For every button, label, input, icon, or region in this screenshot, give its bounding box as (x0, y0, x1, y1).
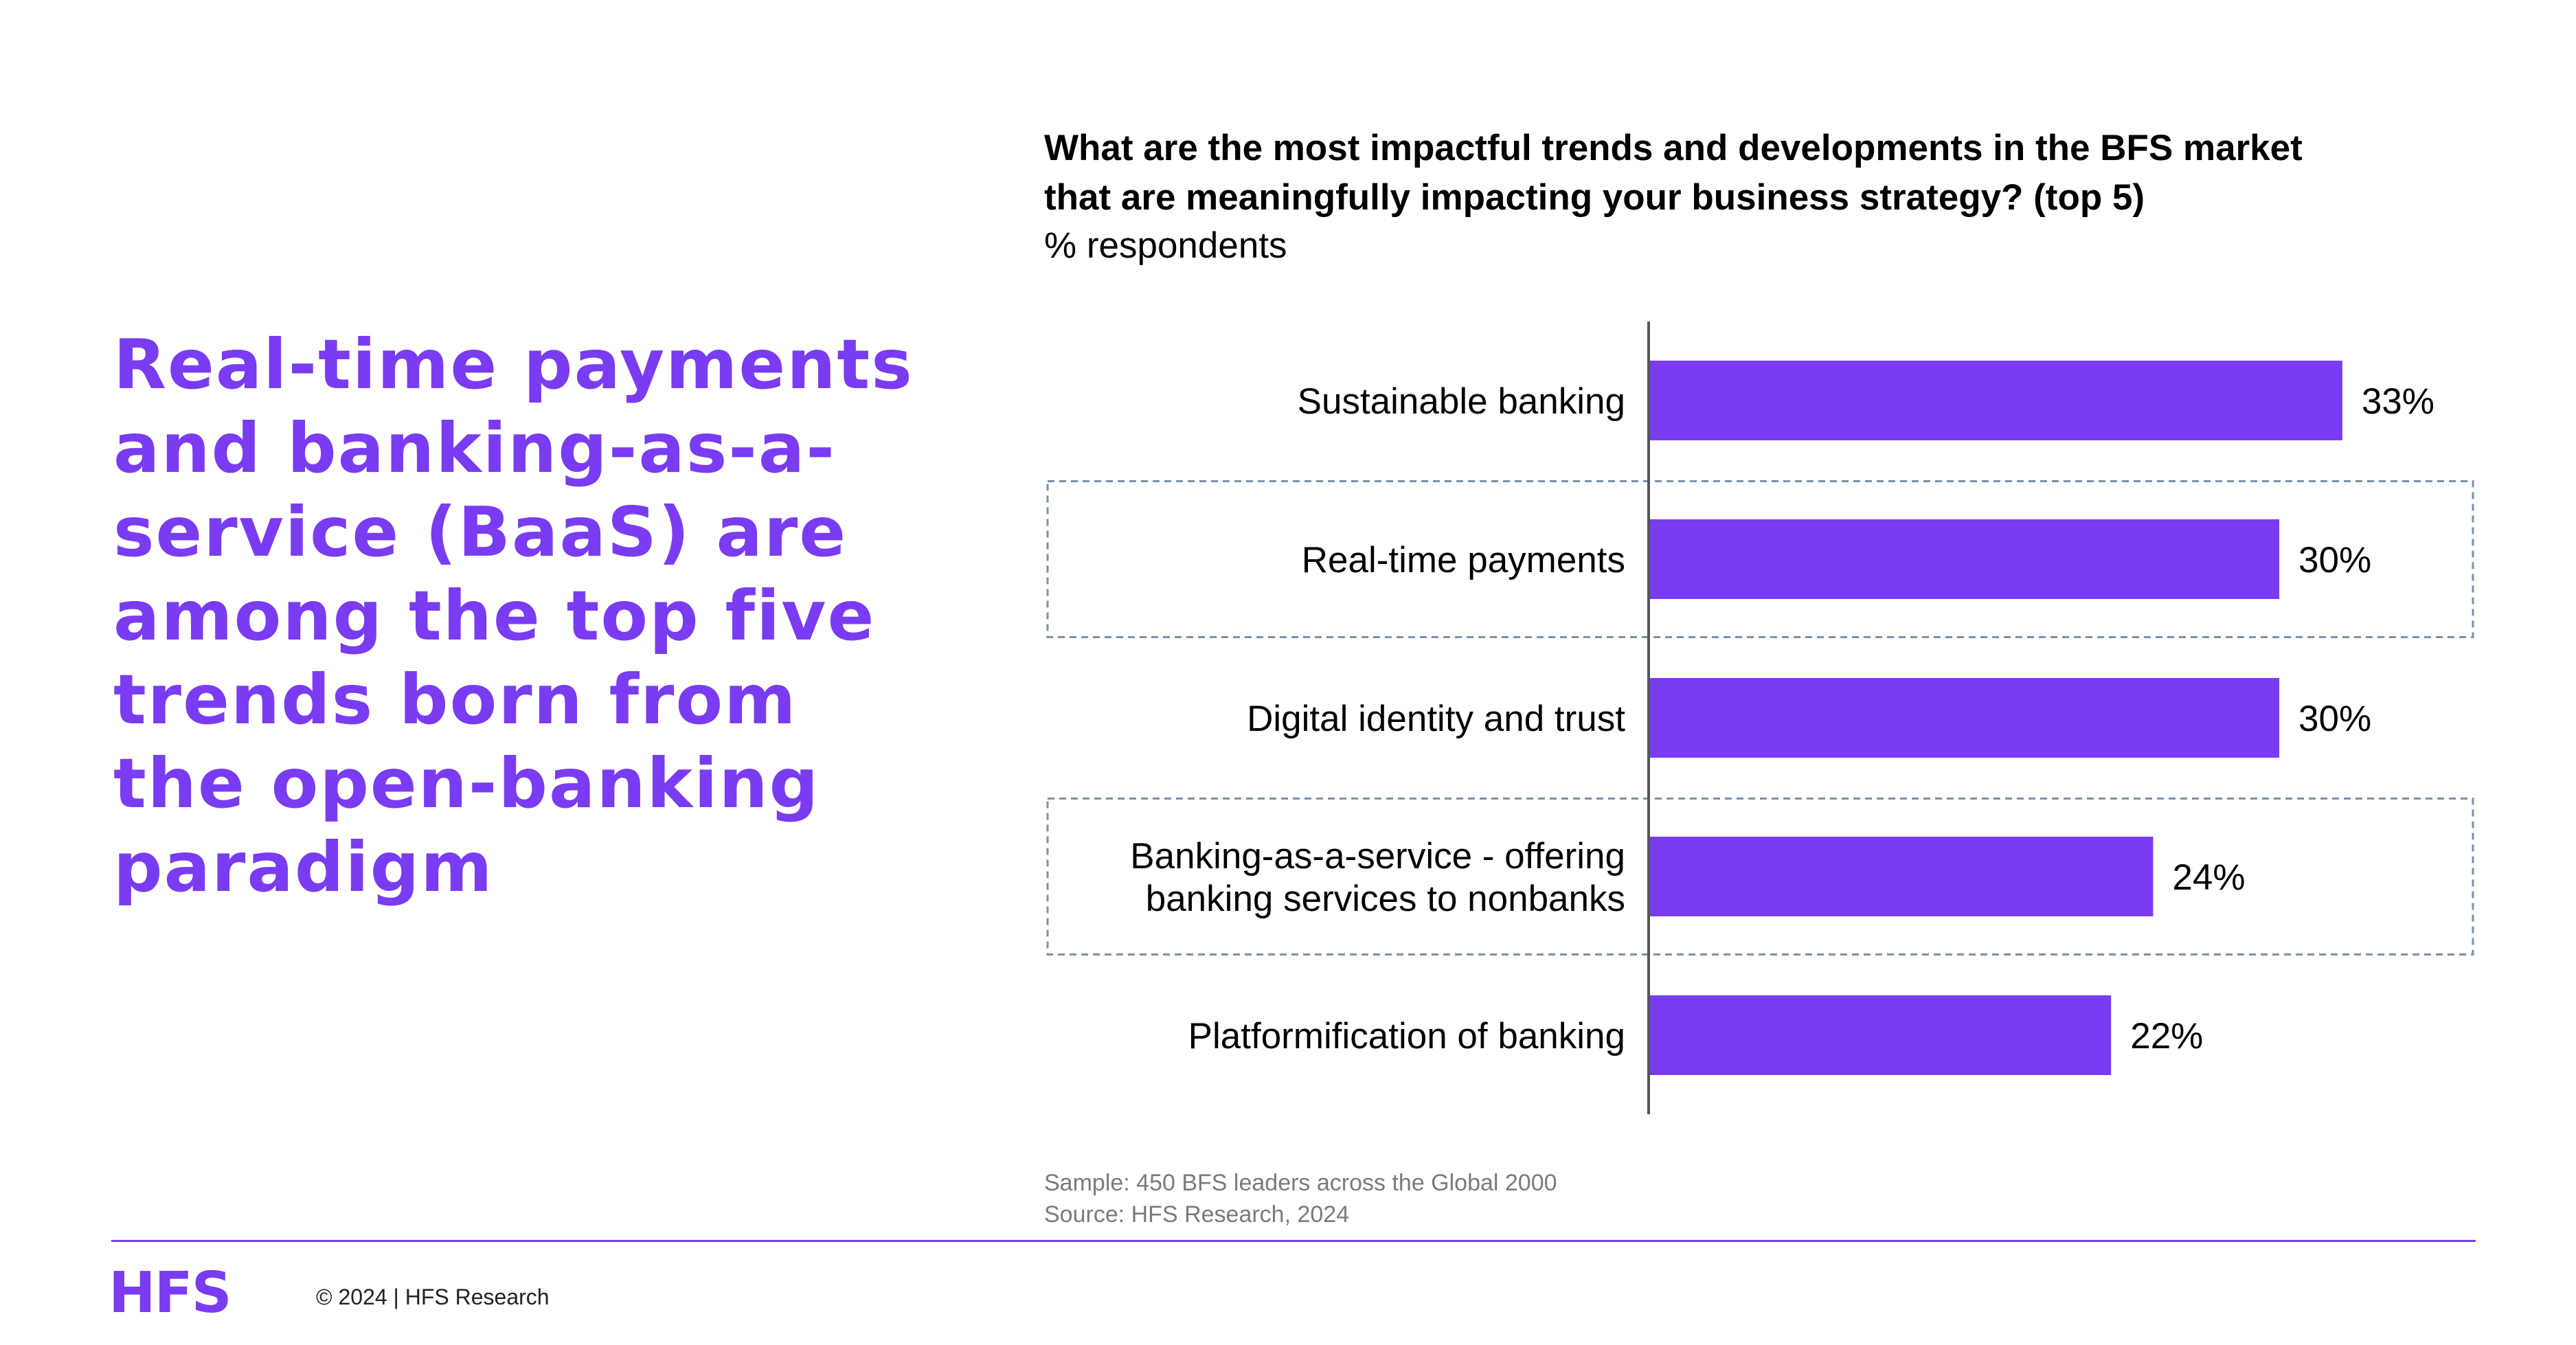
category-label: Digital identity and trust (1247, 699, 1625, 739)
footer-divider (111, 1240, 2476, 1242)
bar-chart: 33% Sustainable banking 30% Real-time payme… (1046, 321, 2474, 1114)
copyright: © 2024 | HFS Research (316, 1285, 550, 1309)
value-label: 22% (2130, 1016, 2203, 1056)
category-label: Banking-as-a-service - offering (1130, 836, 1625, 877)
category-label: banking services to nonbanks (1146, 879, 1625, 919)
value-label: 24% (2172, 857, 2245, 898)
value-label: 33% (2362, 381, 2434, 422)
value-label: 30% (2298, 540, 2371, 580)
category-label: Real-time payments (1302, 540, 1625, 580)
headline: Real-time payments and banking-as-a-serv… (113, 324, 914, 907)
chart-title: What are the most impactful trends and d… (1044, 128, 2303, 218)
category-label: Sustainable banking (1298, 381, 1625, 422)
bar (1649, 678, 2280, 758)
value-label: 30% (2298, 699, 2371, 739)
hfs-logo: HFS (109, 1261, 232, 1326)
bar (1649, 995, 2112, 1075)
highlight-box (1046, 480, 2474, 638)
highlight-box (1046, 798, 2474, 956)
chart-subtitle: % respondents (1044, 225, 1287, 266)
source-note: Source: HFS Research, 2024 (1044, 1201, 1350, 1228)
bar (1649, 361, 2342, 440)
category-label: Platformification of banking (1188, 1016, 1625, 1056)
sample-note: Sample: 450 BFS leaders across the Globa… (1044, 1170, 1557, 1196)
bar (1649, 837, 2154, 916)
bar (1649, 519, 2280, 599)
